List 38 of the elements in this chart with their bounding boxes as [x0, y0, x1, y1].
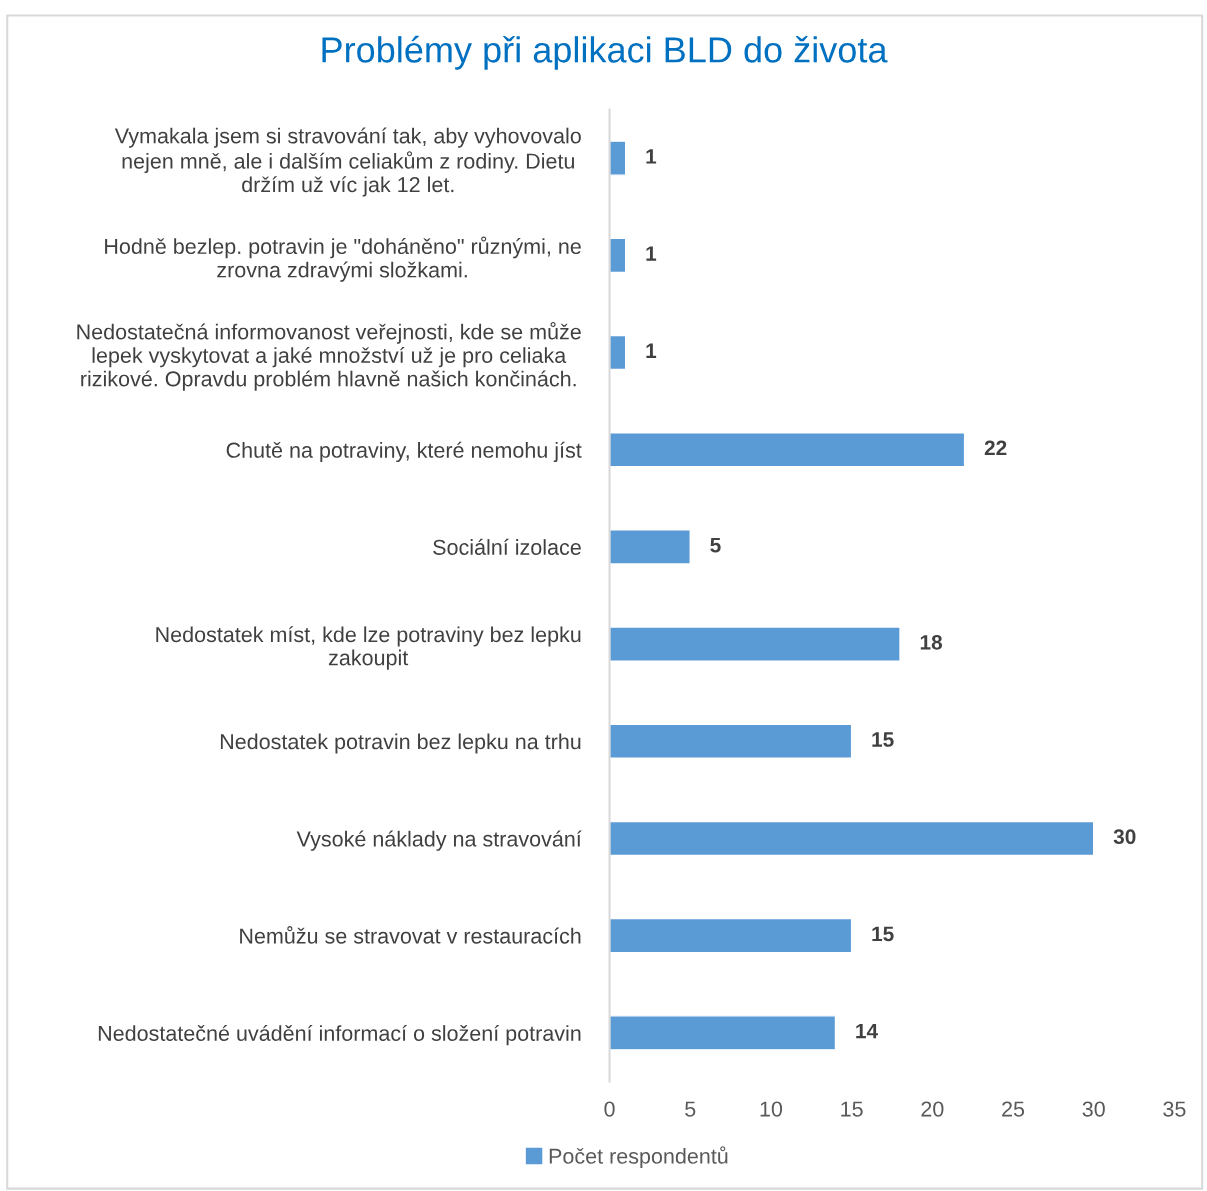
data-label: 18	[920, 634, 943, 650]
data-label: 1	[646, 149, 657, 164]
bar	[609, 626, 901, 662]
bar	[609, 820, 1095, 857]
data-label: 14	[856, 1023, 878, 1039]
y-tick-label: Chutě na potraviny, které nemohu jíst	[226, 441, 582, 463]
x-tick-label: 5	[685, 1101, 696, 1117]
data-label: 15	[872, 926, 894, 942]
y-tick-label: Nedostatečná informovanost veřejnosti, kde se může lepek vyskytovat a jaké množství už je pro celiaka rizikové. Opravdu problém hlavně našich končinách.	[77, 321, 581, 391]
bar	[609, 432, 966, 468]
bar	[609, 529, 691, 565]
data-label: 22	[984, 440, 1007, 456]
chart-title: Problémy při aplikaci BLD do života	[322, 35, 888, 70]
y-tick-label: Nedostatek míst, kde lze potraviny bez lepku zakoupit	[156, 626, 581, 670]
y-tick-label: Hodně bezlep. potravin je "doháněno" různými, ne zrovna zdravými složkami.	[105, 236, 581, 282]
bar	[609, 917, 853, 954]
bar	[609, 140, 627, 176]
x-tick-label: 10	[760, 1101, 783, 1117]
y-tick-label: Nedostatek potravin bez lepku na trhu	[220, 733, 581, 754]
data-label: 30	[1113, 829, 1136, 845]
x-tick-label: 35	[1163, 1101, 1186, 1117]
x-tick-label: 20	[921, 1101, 944, 1117]
y-tick-label: Nemůžu se stravovat v restauracích	[240, 926, 581, 944]
data-label: 15	[872, 732, 894, 747]
x-tick-label: 25	[1002, 1101, 1025, 1117]
y-tick-label: Sociální izolace	[433, 538, 581, 555]
data-label: 1	[646, 343, 657, 358]
y-tick-label: Vysoké náklady na stravování	[296, 830, 582, 851]
x-tick-label: 30	[1082, 1101, 1105, 1117]
bar	[609, 1015, 837, 1051]
bar	[609, 723, 853, 759]
data-label: 1	[646, 246, 657, 261]
legend-label: Počet respondentů	[549, 1146, 728, 1169]
y-tick-label: Vymakala jsem si stravování tak, aby vyhovovalo nejen mně, ale i dalším celiakům z rodiny. Dietu držím už víc jak 12 let.	[114, 127, 581, 197]
x-tick-label: 0	[604, 1101, 615, 1117]
data-label: 5	[710, 537, 721, 553]
y-tick-label: Nedostatečné uvádění informací o složení potravin	[98, 1024, 581, 1046]
x-tick-label: 15	[841, 1101, 863, 1117]
